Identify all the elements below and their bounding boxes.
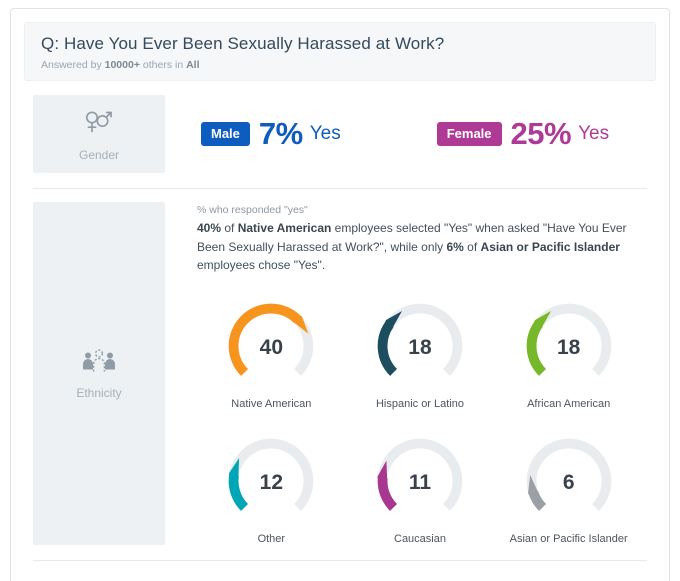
gauge-value: 18 (556, 335, 581, 359)
answered-middle: others in (142, 59, 184, 71)
summary-highlight: 40% (197, 221, 222, 235)
gauge-fill (229, 303, 302, 376)
gauge-fill (526, 320, 546, 376)
gauge-fill (377, 320, 398, 376)
gauge-needle (377, 460, 388, 482)
gauge-value: 11 (408, 470, 432, 494)
gauge-grid: 40 Native American 18 Hispanic or Latino 18 A… (197, 297, 647, 545)
gender-section-label: Gender (78, 147, 120, 162)
summary-highlight: 6% (446, 239, 464, 254)
gender-results: Male 7% Yes Female 25% Yes (201, 116, 609, 152)
gender-section: Gender Male 7% Yes Female 25% Yes (24, 81, 656, 173)
gauge-svg (229, 438, 314, 511)
ethnicity-people-group-icon (80, 347, 118, 380)
gauge-svg (377, 303, 463, 376)
gauge-needle (527, 474, 538, 496)
gauge-asian-or-pacific-islander: 6 Asian or Pacific Islander (494, 432, 643, 545)
gauge-needle (385, 310, 403, 328)
gauge-hispanic-or-latino: 18 Hispanic or Latino (346, 297, 495, 410)
gauge-other: 12 Other (197, 432, 346, 545)
gauge-chart: 18 (520, 297, 618, 395)
male-result: Male 7% Yes (201, 116, 341, 152)
gauge-category-label: Other (257, 532, 286, 545)
gauge-native-american: 40 Native American (197, 297, 346, 410)
gauge-needle (293, 315, 309, 334)
gauge-needle (229, 457, 240, 479)
ethnicity-section-label: Ethnicity (76, 385, 122, 400)
summary-highlight: Native American (237, 221, 332, 235)
bottom-divider (33, 559, 647, 561)
ethnicity-summary: 40% of Native American employees selecte… (197, 219, 647, 275)
answered-scope: All (186, 59, 200, 71)
answered-prefix: Answered by (41, 59, 102, 71)
gauge-value: 18 (408, 335, 432, 359)
female-result: Female 25% Yes (436, 116, 610, 152)
ethnicity-content: % who responded "yes" 40% of Native Amer… (197, 202, 647, 545)
gauge-svg (229, 303, 314, 376)
gender-icon (81, 107, 117, 142)
question-header: Q: Have You Ever Been Sexually Harassed … (24, 22, 656, 81)
female-yes-label: Yes (578, 123, 610, 144)
gauge-needle (534, 310, 551, 328)
summary-text: employees chose "Yes". (197, 258, 326, 273)
gauge-chart: 40 (222, 297, 320, 395)
gauge-value: 12 (259, 470, 283, 494)
gauge-category-label: Native American (231, 397, 312, 410)
question-title: Q: Have You Ever Been Sexually Harassed … (41, 34, 445, 53)
gauge-svg (377, 438, 463, 511)
section-divider (33, 188, 647, 189)
male-percentage: 7% (258, 116, 303, 151)
gauge-african-american: 18 African American (494, 297, 643, 410)
gauge-category-label: Caucasian (394, 532, 446, 545)
gauge-category-label: Hispanic or Latino (375, 397, 465, 410)
male-badge: Male (201, 122, 250, 146)
gauge-value: 40 (259, 335, 283, 359)
summary-text: employees selected "Yes" when asked "Hav… (197, 221, 627, 254)
ethnicity-section: Ethnicity % who responded "yes" 40% of N… (24, 189, 656, 545)
gauge-category-label: African American (527, 397, 611, 410)
gauge-chart: 18 (371, 297, 469, 395)
summary-text: of (221, 221, 238, 235)
female-badge: Female (436, 122, 502, 146)
question-subtitle: Answered by 10000+ others in All (41, 59, 639, 71)
female-percentage: 25% (510, 116, 572, 151)
answered-count: 10000+ (104, 59, 140, 71)
gender-side-box: Gender (33, 95, 165, 173)
summary-highlight: Asian or Pacific Islander (480, 239, 620, 254)
gauge-caucasian: 11 Caucasian (346, 432, 495, 545)
male-yes-label: Yes (309, 123, 341, 144)
gauge-chart: 11 (371, 432, 469, 530)
report-card: Q: Have You Ever Been Sexually Harassed … (10, 8, 670, 581)
gauge-value: 6 (562, 470, 575, 494)
gauge-chart: 12 (222, 432, 320, 530)
gauge-category-label: Asian or Pacific Islander (509, 532, 628, 545)
ethnicity-side-box: Ethnicity (33, 202, 165, 545)
gauge-svg (526, 303, 611, 376)
chart-subtitle: % who responded "yes" (197, 204, 308, 216)
gauge-svg (526, 438, 611, 511)
gauge-chart: 6 (520, 432, 618, 530)
summary-text: of (463, 239, 481, 254)
